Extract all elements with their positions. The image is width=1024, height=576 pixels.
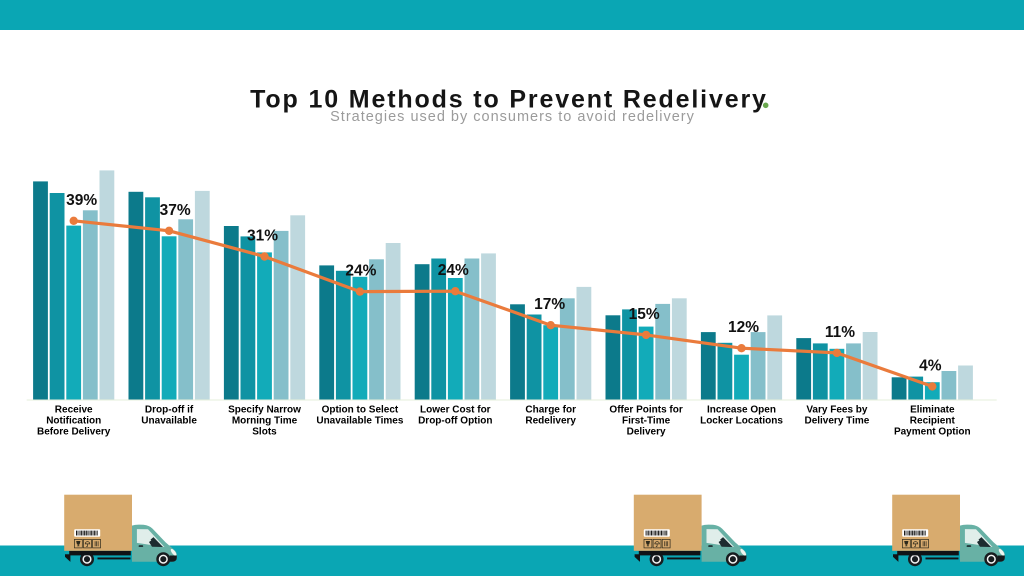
svg-text:12%: 12% [728,319,759,336]
svg-text:24%: 24% [438,262,469,279]
svg-text:31%: 31% [247,228,278,245]
svg-text:39%: 39% [66,192,97,209]
svg-text:15%: 15% [629,306,660,323]
svg-text:37%: 37% [160,202,191,219]
svg-text:Top 10 Methods to Prevent Rede: Top 10 Methods to Prevent Redelivery [250,86,768,114]
svg-text:4%: 4% [919,357,942,374]
svg-text:11%: 11% [825,324,855,341]
svg-text:17%: 17% [534,296,565,313]
svg-text:24%: 24% [345,263,376,280]
svg-text:Strategies used by consumers t: Strategies used by consumers to avoid re… [330,109,695,125]
